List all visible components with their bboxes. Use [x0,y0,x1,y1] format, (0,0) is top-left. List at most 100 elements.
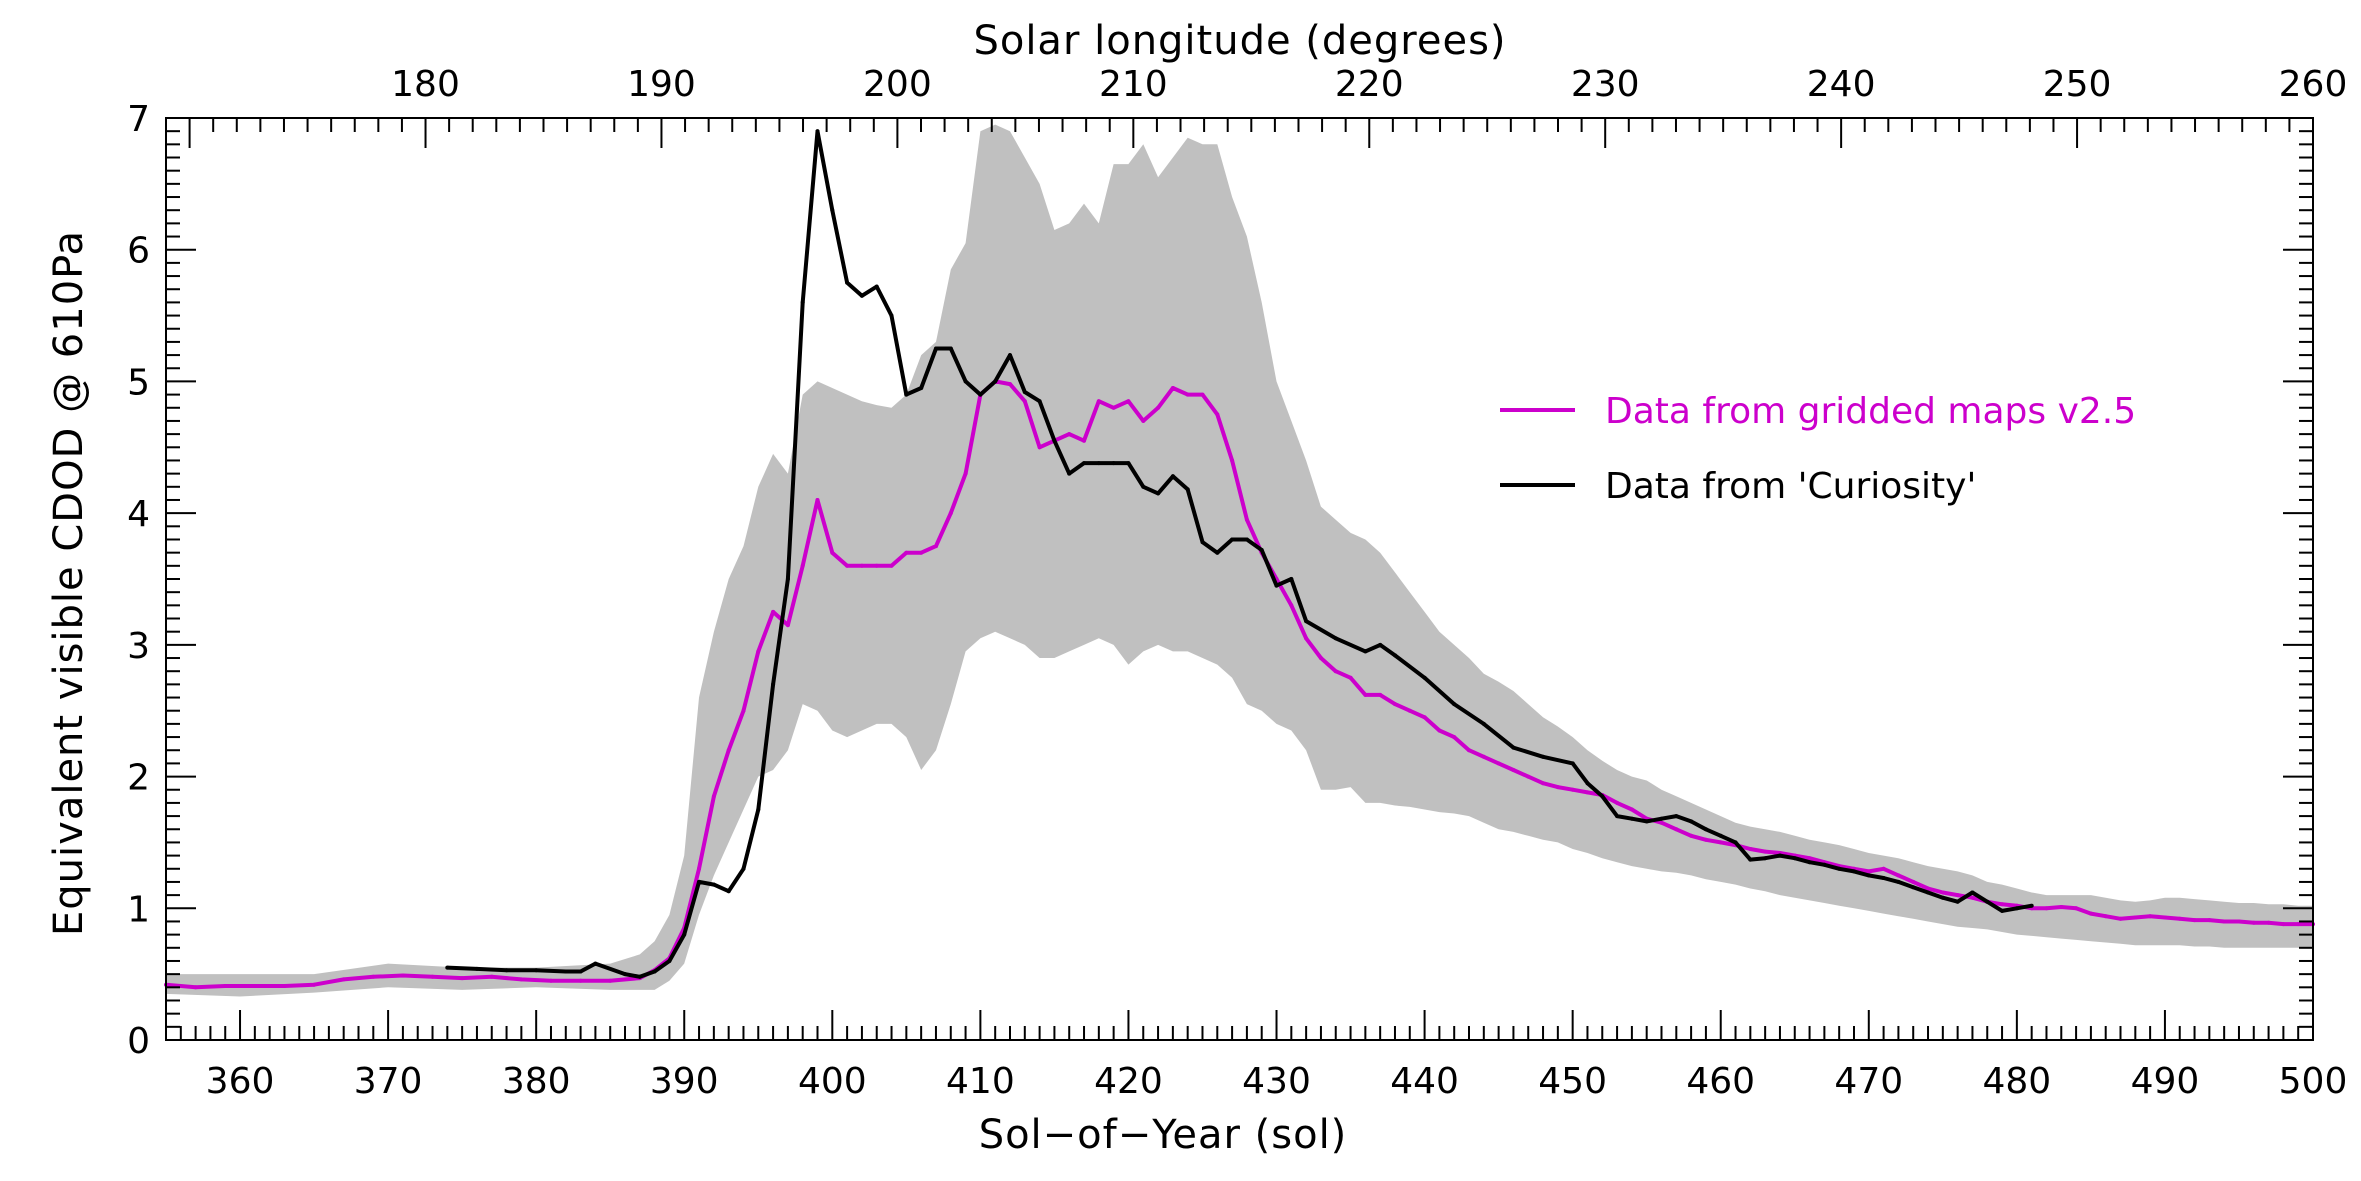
data-point-curiosity [1111,461,1116,466]
data-point-gridded [608,978,613,983]
data-point-curiosity [1452,702,1457,707]
data-point-gridded [1407,708,1412,713]
data-point-curiosity [534,968,539,973]
data-point-curiosity [652,969,657,974]
data-point-gridded [519,977,524,982]
data-point-gridded [934,544,938,549]
data-point-curiosity [1141,484,1146,489]
data-point-curiosity [1333,636,1338,641]
data-point-gridded [1911,879,1916,884]
data-point-gridded [785,623,790,628]
x-tick-label: 420 [1094,1061,1163,1102]
data-point-gridded [2237,919,2241,924]
data-point-curiosity [1126,461,1131,466]
data-point-curiosity [1615,814,1620,819]
data-point-gridded [859,563,864,568]
data-point-gridded [1126,399,1131,404]
data-point-curiosity [1881,876,1886,880]
data-point-curiosity [726,889,731,894]
data-point-gridded [1067,432,1072,437]
data-point-curiosity [2000,908,2005,913]
data-point-gridded [371,974,376,979]
y-tick-label: 3 [127,626,150,667]
x-tick-label: 390 [650,1061,719,1102]
data-point-curiosity [1185,487,1190,492]
x2-tick-label: 180 [391,64,460,105]
data-point-curiosity [1703,827,1708,832]
data-point-gridded [1926,886,1930,891]
data-point-gridded [2044,906,2049,911]
data-point-curiosity [1866,873,1871,878]
data-point-gridded [400,973,405,978]
data-point-curiosity [667,959,672,963]
data-point-gridded [1896,873,1901,878]
x2-axis-label: Solar longitude (degrees) [973,18,1506,64]
data-point-gridded [282,984,287,988]
data-point-gridded [1304,636,1309,641]
data-point-curiosity [2029,903,2034,908]
data-point-curiosity [1792,856,1797,861]
data-point-gridded [1585,790,1590,795]
data-point-curiosity [1274,583,1279,588]
data-point-curiosity [1378,642,1383,647]
data-point-curiosity [785,577,790,581]
data-point-curiosity [1718,833,1723,838]
data-point-curiosity [682,932,687,937]
data-point-gridded [1185,392,1190,397]
data-point-gridded [1452,735,1457,740]
x-tick-label: 490 [2131,1061,2200,1102]
data-point-curiosity [1926,890,1930,895]
data-point-curiosity [1970,890,1975,895]
data-point-curiosity [1170,474,1175,479]
data-point-gridded [1970,895,1975,900]
data-point-curiosity [859,293,864,298]
x-tick-label: 380 [502,1061,571,1102]
data-point-gridded [2074,906,2079,911]
data-point-curiosity [637,974,642,979]
data-point-gridded [948,511,953,516]
y-tick-label: 4 [127,494,150,535]
x-tick-label: 370 [354,1061,423,1102]
data-point-curiosity [963,379,968,384]
y-tick-label: 6 [127,231,150,272]
data-point-gridded [1866,869,1871,874]
data-point-gridded [1333,669,1338,674]
data-point-curiosity [1244,537,1249,542]
data-point-gridded [2192,918,2197,923]
data-point-gridded [756,649,761,654]
tick-labels-layer: 360 370 380 390 400 410 420 430 440 450 460 470 480 4… [127,64,2347,1102]
data-point-curiosity [1259,548,1264,552]
data-point-gridded [193,985,198,990]
data-point-gridded [1541,781,1545,786]
data-point-curiosity [800,300,805,305]
data-point-curiosity [1082,461,1086,466]
data-point-gridded [2059,905,2064,909]
data-point-curiosity [1911,885,1916,890]
x-tick-label: 410 [946,1061,1015,1102]
data-point-gridded [1570,787,1575,792]
data-point-gridded [771,609,776,614]
data-point-gridded [2281,922,2286,927]
data-point-gridded [1689,833,1694,838]
data-point-curiosity [756,807,761,812]
data-point-curiosity [1363,649,1368,654]
data-point-curiosity [1289,577,1294,581]
data-point-gridded [1111,405,1116,410]
data-point-gridded [1363,692,1368,697]
data-point-gridded [904,550,909,555]
series-lines-layer [164,129,2315,990]
data-point-gridded [1170,386,1175,390]
data-point-gridded [2296,922,2301,927]
data-point-gridded [1526,774,1531,779]
data-point-gridded [1807,856,1812,861]
data-point-gridded [697,866,701,871]
data-point-curiosity [711,882,716,887]
data-point-curiosity [1052,438,1057,443]
x-tick-label: 500 [2279,1061,2348,1102]
y-tick-label: 7 [127,99,150,140]
data-point-gridded [1141,418,1146,423]
data-point-curiosity [993,379,998,384]
data-point-curiosity [1629,816,1634,821]
data-point-gridded [874,563,879,568]
